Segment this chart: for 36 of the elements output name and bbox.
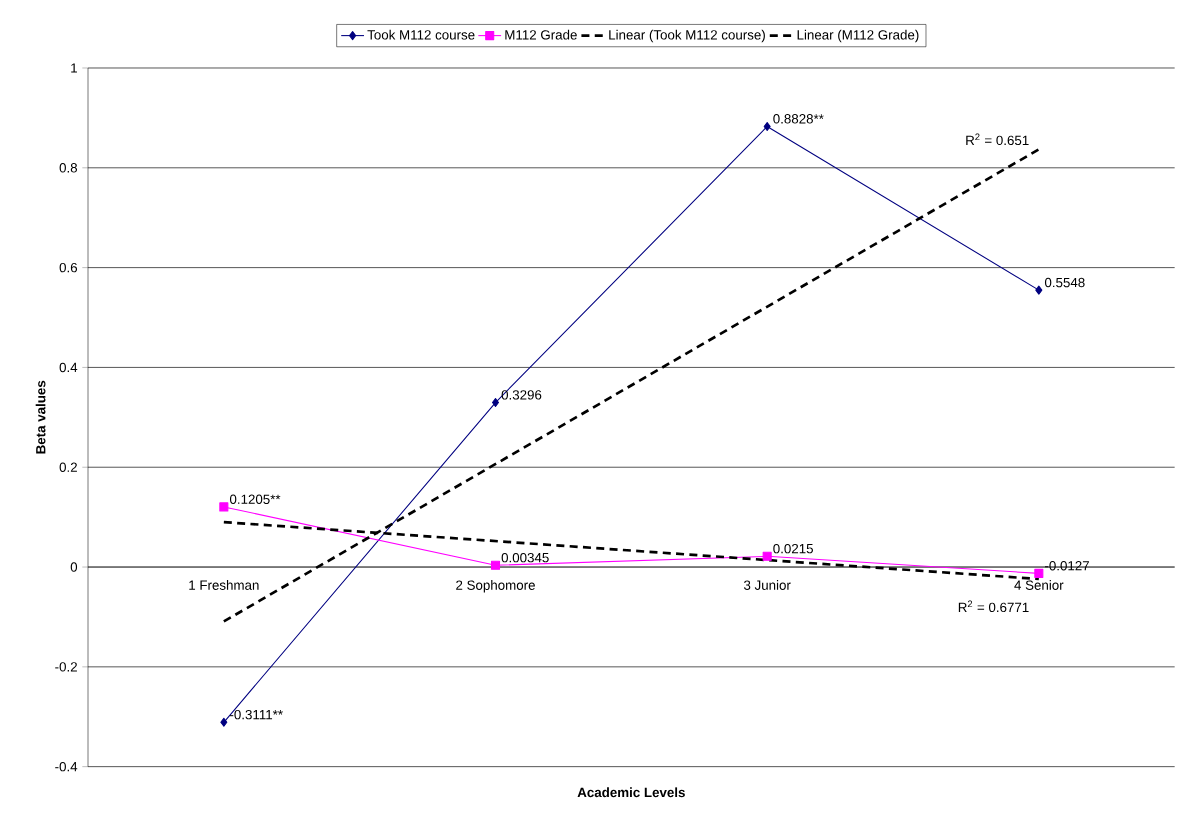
data-label: 0.1205** (229, 494, 281, 504)
y-tick-label: 0.2 (59, 462, 77, 472)
x-tick-label: 1 Freshman (189, 580, 259, 590)
y-tick-label: 1 (71, 63, 77, 73)
annotation: R$^{2}$ = 0.651 (966, 133, 1029, 146)
data-label: 0.00345 (501, 552, 549, 563)
point (491, 398, 500, 408)
legend-label: Linear (M112 Grade) (797, 29, 919, 43)
point (762, 551, 772, 561)
legend-label: M112 Grade (505, 29, 577, 40)
y-tick-label: 0.4 (59, 362, 78, 373)
data-label: 0.5548 (1044, 277, 1085, 288)
point (763, 121, 771, 132)
y-axis-title: Beta values (35, 380, 46, 454)
x-tick-label: 2 Sophomore (456, 580, 535, 593)
point (490, 560, 501, 570)
y-tick-label: 0 (70, 562, 78, 572)
x-axis-title: Academic Levels (577, 787, 685, 798)
data-label: -0.3111** (230, 709, 283, 720)
legend-label: Linear (Took M112 course) (609, 29, 765, 43)
data-label: 0.8828** (773, 114, 824, 124)
legend-label: Took M112 course (367, 29, 475, 40)
data-label: 0.3296 (501, 390, 542, 400)
y-tick-label: -0.2 (55, 662, 77, 672)
y-tick-label: 0.8 (59, 163, 78, 173)
y-tick-label: 0.6 (59, 262, 78, 273)
point (220, 717, 228, 727)
x-tick-label: 3 Junior (743, 580, 791, 590)
point (1034, 568, 1044, 578)
point (1035, 285, 1043, 295)
point (219, 502, 229, 512)
x-tick-label: 4 Senior (1014, 580, 1064, 590)
y-tick-label: -0.4 (55, 761, 78, 772)
data-label: -0.0127 (1045, 561, 1089, 571)
annotation: R$^{2}$ = 0.6771 (958, 600, 1029, 613)
data-label: 0.0215 (773, 543, 813, 554)
